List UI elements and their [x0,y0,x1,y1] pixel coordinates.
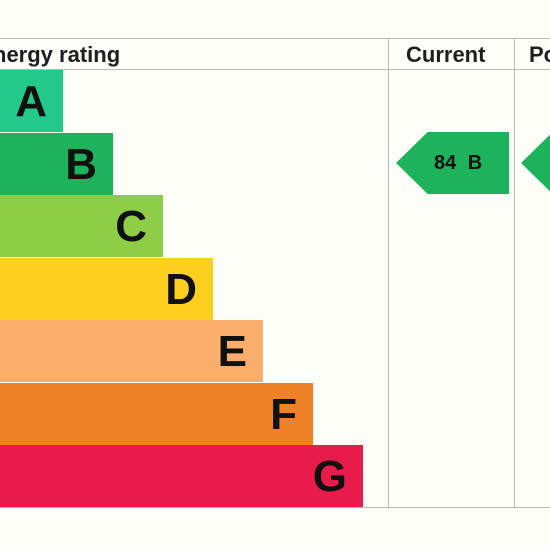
rating-band-g: G [0,445,363,507]
rating-band-a: A [0,70,63,132]
column-divider-potential [514,38,515,508]
rating-band-e: E [0,320,263,382]
rating-band-letter: C [115,202,147,251]
potential-header: Po [529,42,550,67]
rating-band-letter: E [217,327,247,376]
rating-band-letter: A [15,77,47,126]
rating-band-letter: B [65,139,97,189]
rating-band-d: D [0,257,213,320]
potential-rating-arrow [521,132,550,194]
current-header: Current [406,42,486,67]
table-top-border [0,38,550,39]
rating-band-letter: D [165,264,197,314]
rating-band-letter: F [270,389,297,439]
rating-band-letter: G [312,452,347,501]
rating-band-b: B [0,132,113,195]
rating-header: nergy rating [0,42,121,67]
rating-band-c: C [0,195,163,257]
current-rating-label: 84 B [434,152,483,174]
current-rating-arrow: 84 B [396,132,509,194]
header-divider [0,69,550,70]
column-divider-current [388,38,389,508]
table-bottom-border [0,507,550,508]
rating-band-f: F [0,382,313,445]
